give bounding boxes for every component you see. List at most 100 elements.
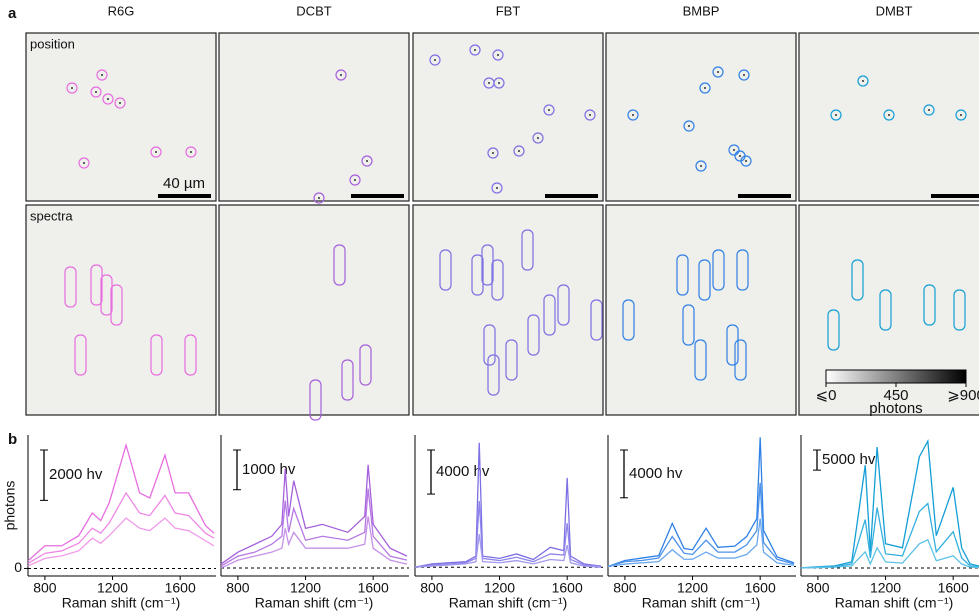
spectrum-box [712, 249, 725, 291]
molecule-marker [493, 77, 505, 89]
molecule-dot [492, 152, 494, 154]
spectrum-box [333, 244, 346, 286]
molecule-dot [366, 160, 368, 162]
spectrum-box [726, 324, 739, 366]
molecule-dot [700, 165, 702, 167]
column-title: R6G [108, 3, 135, 18]
x-tick-label: 1600 [552, 580, 583, 596]
x-tick-label: 1600 [165, 580, 196, 596]
spectrum-box [698, 259, 711, 301]
x-tick-label: 800 [613, 580, 637, 596]
spectrum-box [505, 339, 518, 381]
spectrum-line [607, 437, 795, 568]
spectrum-line [800, 502, 979, 569]
colorbar-tick-label: 450 [883, 387, 908, 404]
x-axis-label: Raman shift (cm⁻¹) [255, 595, 374, 611]
molecule-dot [739, 155, 741, 157]
spectrum-box [110, 284, 123, 326]
molecule-marker [683, 120, 695, 132]
molecule-marker [857, 75, 869, 87]
column-title: DMBT [876, 3, 913, 18]
molecule-dot [589, 114, 591, 116]
scale-bar-hv-label: 2000 hv [49, 466, 103, 483]
molecule-marker [487, 147, 499, 159]
molecule-marker [429, 54, 441, 66]
spectrum-box [150, 334, 163, 376]
x-tick-label: 1200 [484, 580, 515, 596]
spectrum-box [64, 266, 77, 308]
molecule-marker [695, 160, 707, 172]
spectrum-box [309, 379, 322, 421]
spectrum-box [527, 314, 540, 356]
molecule-marker [543, 104, 555, 116]
molecule-dot [688, 125, 690, 127]
x-tick-label: 1200 [97, 580, 128, 596]
molecule-marker [491, 182, 503, 194]
spectrum-box [923, 284, 936, 326]
molecule-marker [699, 82, 711, 94]
molecule-marker [883, 109, 895, 121]
molecule-dot [717, 71, 719, 73]
spectrum-line [27, 491, 215, 564]
molecule-dot [888, 114, 890, 116]
spectrum-box [481, 244, 494, 286]
molecule-marker [492, 49, 504, 61]
x-tick-label: 1600 [938, 580, 969, 596]
column-title: DCBT [296, 3, 331, 18]
spectrum-box [487, 354, 500, 396]
column-title: FBT [496, 3, 521, 18]
molecule-dot [71, 87, 73, 89]
molecule-dot [928, 109, 930, 111]
x-tick-label: 800 [33, 580, 57, 596]
molecule-marker [66, 82, 78, 94]
x-tick-label: 1200 [677, 580, 708, 596]
molecule-marker [584, 109, 596, 121]
x-tick-label: 800 [420, 580, 444, 596]
spectrum-box [439, 249, 452, 291]
spectrum-box [184, 334, 197, 376]
molecule-dot [704, 87, 706, 89]
spectrum-line [27, 442, 215, 562]
scale-bar-hv-label: 4000 hv [436, 463, 490, 480]
row-label: position [30, 36, 75, 51]
spectrum-box [622, 299, 635, 341]
scale-bar-hv-label: 4000 hv [629, 465, 683, 482]
panel-label: b [8, 431, 17, 448]
molecule-marker [740, 155, 752, 167]
molecule-dot [119, 102, 121, 104]
x-axis-label: Raman shift (cm⁻¹) [449, 595, 568, 611]
spectrum-box [543, 294, 556, 336]
molecule-dot [632, 114, 634, 116]
spectrum-line [414, 501, 602, 568]
molecule-dot [496, 187, 498, 189]
spectrum-box [694, 339, 707, 381]
molecule-marker [78, 157, 90, 169]
image-panel [25, 204, 217, 416]
scale-bar-label: 40 µm [163, 175, 205, 192]
molecule-dot [83, 162, 85, 164]
molecule-marker [728, 144, 740, 156]
row-label: spectra [30, 208, 73, 223]
spectrum-box [74, 334, 87, 376]
molecule-marker [627, 109, 639, 121]
molecule-marker [96, 69, 108, 81]
colorbar [825, 369, 967, 384]
spectrum-line [800, 538, 979, 569]
molecule-marker [830, 109, 842, 121]
molecule-dot [497, 54, 499, 56]
molecule-marker [313, 192, 325, 204]
y-axis-label: photons [2, 481, 18, 531]
molecule-dot [318, 197, 320, 199]
molecule-dot [474, 49, 476, 51]
spectrum-box [851, 259, 864, 301]
spectrum-box [557, 284, 570, 326]
x-tick-label: 1600 [358, 580, 389, 596]
spectrum-line [607, 482, 795, 568]
scale-bar-hv-label: 1000 hv [242, 461, 296, 478]
x-axis-label: Raman shift (cm⁻¹) [835, 595, 954, 611]
spectrum-box [953, 289, 966, 331]
spectrum-box [100, 274, 113, 316]
colorbar-label: photons [869, 400, 922, 417]
spectrum-line [220, 464, 408, 565]
spectrum-box [676, 254, 689, 296]
